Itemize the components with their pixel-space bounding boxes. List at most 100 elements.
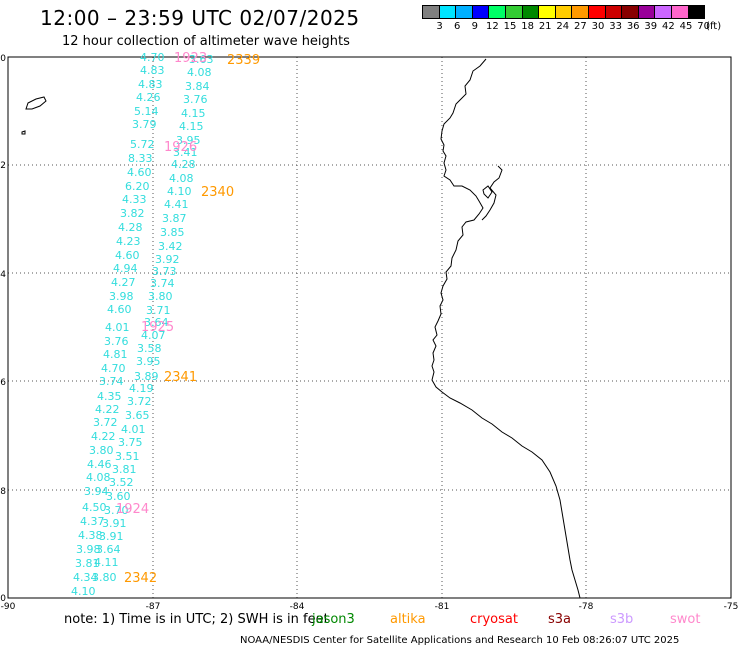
wave-height-value: 4.11 bbox=[94, 556, 119, 569]
wave-height-value: 3.51 bbox=[115, 450, 140, 463]
longitude-tick-labels: -90 -87 -84 -81 -78 -75 bbox=[1, 602, 739, 610]
wave-height-value: 3.70 bbox=[104, 504, 129, 517]
wave-height-value: 3.60 bbox=[106, 490, 131, 503]
wave-height-value: 3.98 bbox=[109, 290, 134, 303]
colorbar-label: (ft) bbox=[706, 21, 722, 32]
latitude-tick: -2 bbox=[0, 161, 6, 171]
wave-height-value: 4.81 bbox=[103, 348, 128, 361]
wave-height-value: 3.91 bbox=[102, 517, 127, 530]
wave-height-value: 3.52 bbox=[109, 476, 134, 489]
colorbar-label: 70 bbox=[697, 21, 710, 32]
latitude-tick: -8 bbox=[0, 487, 6, 497]
map-title: 12:00 – 23:59 UTC 02/07/2025 bbox=[40, 6, 360, 30]
wave-height-value: 3.76 bbox=[104, 335, 129, 348]
wave-height-value: 4.15 bbox=[179, 120, 204, 133]
colorbar-swatch bbox=[687, 5, 706, 19]
wave-height-value: 4.01 bbox=[121, 423, 146, 436]
wave-height-value: 3.85 bbox=[160, 226, 185, 239]
wave-height-value: 4.37 bbox=[80, 515, 105, 528]
wave-height-value: 3.74 bbox=[150, 277, 175, 290]
colorbar-label: 45 bbox=[679, 21, 693, 32]
pass-time-label: 1924 bbox=[116, 502, 149, 517]
coastline bbox=[431, 58, 581, 599]
map-frame bbox=[7, 56, 732, 599]
wave-height-value: 4.38 bbox=[78, 529, 103, 542]
wave-height-value: 3.80 bbox=[148, 290, 173, 303]
satellite-legend-altika: altika bbox=[390, 612, 426, 627]
colorbar-label: 42 bbox=[662, 21, 675, 32]
wave-height-value: 4.08 bbox=[169, 172, 194, 185]
latitude-tick-labels: 0 -2 -4 -6 -8 -10 bbox=[0, 54, 6, 604]
wave-height-value: 4.08 bbox=[86, 471, 111, 484]
wave-height-value: 4.08 bbox=[187, 66, 212, 79]
pass-time-label: 2340 bbox=[201, 185, 234, 200]
wave-height-value: 3.92 bbox=[155, 253, 180, 266]
wave-height-value: 4.28 bbox=[118, 221, 143, 234]
footer-credit: NOAA/NESDIS Center for Satellite Applica… bbox=[240, 635, 680, 646]
wave-height-value: 4.60 bbox=[115, 249, 140, 262]
wave-height-value: 3.76 bbox=[183, 93, 208, 106]
longitude-tick: -90 bbox=[1, 602, 16, 610]
colorbar-label: 21 bbox=[538, 21, 552, 32]
wave-height-value: 4.70 bbox=[140, 51, 165, 64]
longitude-tick: -75 bbox=[724, 602, 739, 610]
colorbar-label: 3 bbox=[436, 21, 443, 32]
wave-height-value: 4.01 bbox=[105, 321, 130, 334]
wave-height-value: 3.65 bbox=[125, 409, 150, 422]
pass-time-label: 2341 bbox=[164, 370, 197, 385]
wave-height-value: 3.81 bbox=[75, 557, 100, 570]
wave-height-value: 3.64 bbox=[96, 543, 121, 556]
pass-time-labels: 1923 2339 1926 2340 1925 2341 1924 2342 bbox=[116, 51, 260, 586]
colorbar-label: 9 bbox=[471, 21, 478, 32]
wave-height-value: 3.58 bbox=[137, 342, 162, 355]
wave-height-value: 5.72 bbox=[130, 138, 155, 151]
colorbar-label: 27 bbox=[574, 21, 587, 32]
wave-height-value: 4.94 bbox=[113, 262, 138, 275]
wave-height-value: 3.89 bbox=[134, 370, 159, 383]
wave-height-value: 4.19 bbox=[129, 382, 154, 395]
wave-height-value: 4.70 bbox=[101, 362, 126, 375]
wave-height-value: 3.79 bbox=[132, 118, 157, 131]
wave-height-value: 3.74 bbox=[99, 375, 124, 388]
island-galapagos-1 bbox=[25, 96, 47, 110]
colorbar-label: 39 bbox=[644, 21, 658, 32]
longitude-tick: -78 bbox=[579, 602, 594, 610]
wave-height-value: 4.33 bbox=[122, 193, 147, 206]
latitude-tick: -10 bbox=[0, 594, 6, 604]
wave-height-value: 4.07 bbox=[141, 329, 166, 342]
wave-height-value: 3.41 bbox=[173, 146, 198, 159]
colorbar-label: 12 bbox=[486, 21, 499, 32]
pass-time-label: 2339 bbox=[227, 53, 260, 68]
wave-height-value: 3.95 bbox=[136, 355, 161, 368]
wave-height-value: 4.60 bbox=[127, 166, 152, 179]
wave-height-map: 4.704.834.834.265.143.795.728.334.606.20… bbox=[0, 51, 739, 610]
latitude-tick: 0 bbox=[0, 54, 6, 64]
wave-height-value: 4.35 bbox=[97, 390, 122, 403]
wave-height-value: 3.63 bbox=[189, 53, 214, 66]
wave-height-value: 4.10 bbox=[167, 185, 192, 198]
wave-height-value: 3.71 bbox=[146, 304, 171, 317]
wave-height-value: 8.33 bbox=[128, 152, 153, 165]
pass-time-label: 1925 bbox=[141, 320, 174, 335]
wave-height-value: 4.22 bbox=[91, 430, 116, 443]
colorbar-label: 15 bbox=[503, 21, 517, 32]
wave-height-value: 3.80 bbox=[89, 444, 114, 457]
wave-height-value: 3.72 bbox=[127, 395, 152, 408]
wave-height-value: 3.64 bbox=[144, 316, 169, 329]
wave-height-value: 4.15 bbox=[181, 107, 206, 120]
wave-height-value: 6.20 bbox=[125, 180, 150, 193]
colorbar-labels: 3 6 9 12 15 18 21 24 27 30 33 36 39 42 45 70 (ft) bbox=[422, 21, 740, 35]
wave-height-value: 3.82 bbox=[120, 207, 145, 220]
wave-height-value: 3.75 bbox=[118, 436, 143, 449]
wave-height-value: 4.50 bbox=[82, 501, 107, 514]
wave-height-value: 4.41 bbox=[164, 198, 189, 211]
wave-height-value: 4.83 bbox=[138, 78, 163, 91]
wave-height-value: 4.22 bbox=[95, 403, 120, 416]
wave-height-value: 4.27 bbox=[111, 276, 136, 289]
longitude-tick: -87 bbox=[146, 602, 161, 610]
wave-height-value: 4.34 bbox=[73, 571, 98, 584]
wave-height-value: 3.84 bbox=[185, 80, 210, 93]
satellite-legend-s3b: s3b bbox=[610, 612, 634, 627]
pass-time-label: 1923 bbox=[174, 51, 207, 66]
wave-height-value: 3.73 bbox=[152, 265, 177, 278]
